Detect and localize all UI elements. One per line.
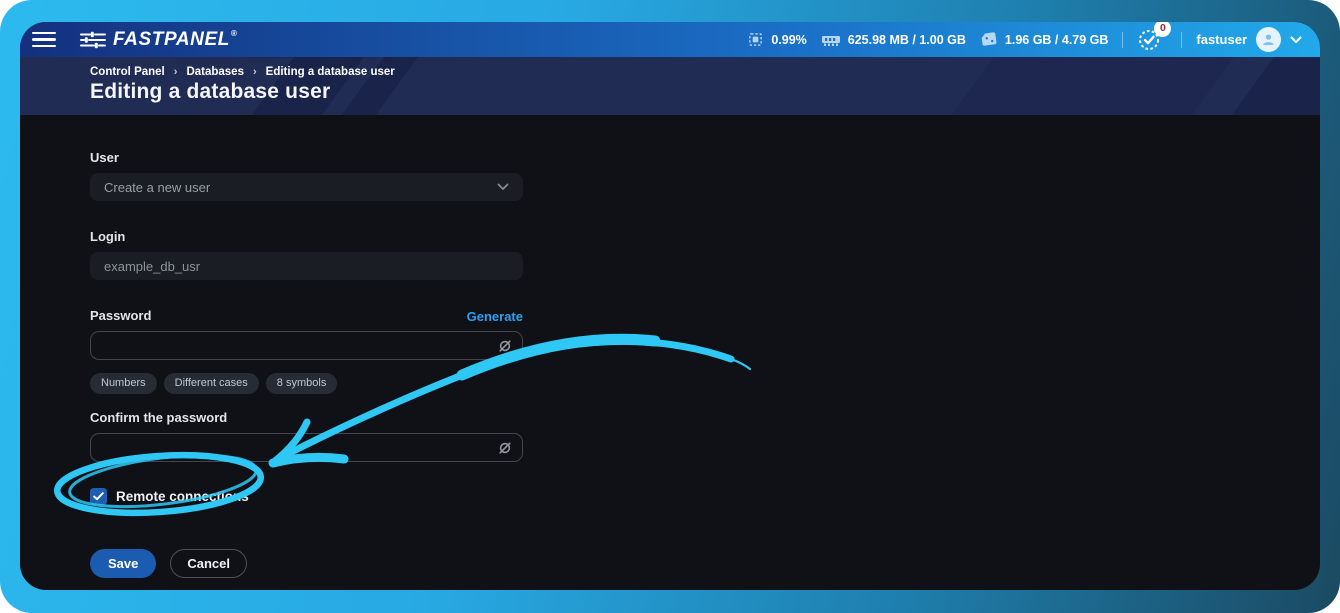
confirm-password-input[interactable] <box>90 433 523 462</box>
notifications-button[interactable]: 0 <box>1137 22 1172 53</box>
notifications-check-icon <box>1137 28 1161 52</box>
login-input[interactable] <box>90 252 523 280</box>
remote-connections-row: Remote connections <box>90 488 523 505</box>
cpu-usage-value: 0.99% <box>771 32 807 47</box>
password-field-label: Password <box>90 308 152 323</box>
disk-usage-stat: 1.96 GB / 4.79 GB <box>980 31 1109 48</box>
topbar-divider <box>1122 31 1124 48</box>
disk-icon <box>980 31 998 48</box>
user-menu[interactable]: fastuser <box>1196 27 1302 52</box>
breadcrumb-separator: › <box>173 66 178 78</box>
user-field-label: User <box>90 150 119 165</box>
toggle-confirm-visibility-icon[interactable] <box>497 440 513 456</box>
disk-usage-value: 1.96 GB / 4.79 GB <box>1004 32 1109 47</box>
user-select-value: Create a new user <box>104 179 211 195</box>
fastpanel-logo[interactable]: FASTPANEL ® <box>80 29 237 51</box>
confirm-password-label: Confirm the password <box>90 410 228 425</box>
page-header-band: Control Panel › Databases › Editing a da… <box>20 57 1320 115</box>
ram-icon <box>821 32 841 48</box>
requirement-badge: Numbers <box>90 373 157 394</box>
username-label: fastuser <box>1196 32 1247 47</box>
requirement-badge: 8 symbols <box>265 373 338 394</box>
page-title: Editing a database user <box>90 80 331 103</box>
main-content: User Create a new user Login Password Ge… <box>20 115 1320 578</box>
breadcrumb-control-panel[interactable]: Control Panel <box>90 66 165 78</box>
cpu-usage-stat: 0.99% <box>747 31 807 48</box>
ram-usage-stat: 625.98 MB / 1.00 GB <box>821 32 966 48</box>
remote-connections-label[interactable]: Remote connections <box>116 489 249 504</box>
chevron-down-icon <box>497 183 509 191</box>
password-input[interactable] <box>90 331 523 360</box>
password-requirements: Numbers Different cases 8 symbols <box>90 373 523 394</box>
save-button[interactable]: Save <box>90 549 157 578</box>
remote-connections-checkbox[interactable] <box>90 488 107 505</box>
top-bar: FASTPANEL ® 0.99% <box>20 22 1320 57</box>
breadcrumb: Control Panel › Databases › Editing a da… <box>90 66 1320 78</box>
ram-usage-value: 625.98 MB / 1.00 GB <box>847 32 966 47</box>
generate-password-link[interactable]: Generate <box>466 308 523 324</box>
app-window: FASTPANEL ® 0.99% <box>20 22 1320 590</box>
login-field-label: Login <box>90 229 126 244</box>
user-avatar <box>1256 27 1281 52</box>
chevron-down-icon <box>1290 36 1302 44</box>
breadcrumb-current: Editing a database user <box>265 66 395 78</box>
logo-text: FASTPANEL <box>113 28 230 50</box>
logo-registered-mark: ® <box>230 29 237 38</box>
notifications-count-badge: 0 <box>1154 22 1172 37</box>
equalizer-icon <box>80 31 106 49</box>
breadcrumb-separator: › <box>252 66 257 78</box>
requirement-badge: Different cases <box>163 373 259 394</box>
cpu-icon <box>747 31 764 48</box>
cancel-button[interactable]: Cancel <box>170 549 248 578</box>
breadcrumb-databases[interactable]: Databases <box>186 66 244 78</box>
topbar-divider <box>1181 31 1183 48</box>
menu-icon[interactable] <box>32 31 56 49</box>
user-select[interactable]: Create a new user <box>90 173 523 201</box>
toggle-password-visibility-icon[interactable] <box>497 338 513 354</box>
